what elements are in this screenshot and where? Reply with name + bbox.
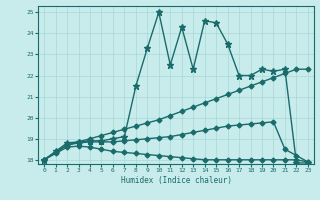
X-axis label: Humidex (Indice chaleur): Humidex (Indice chaleur) (121, 176, 231, 185)
